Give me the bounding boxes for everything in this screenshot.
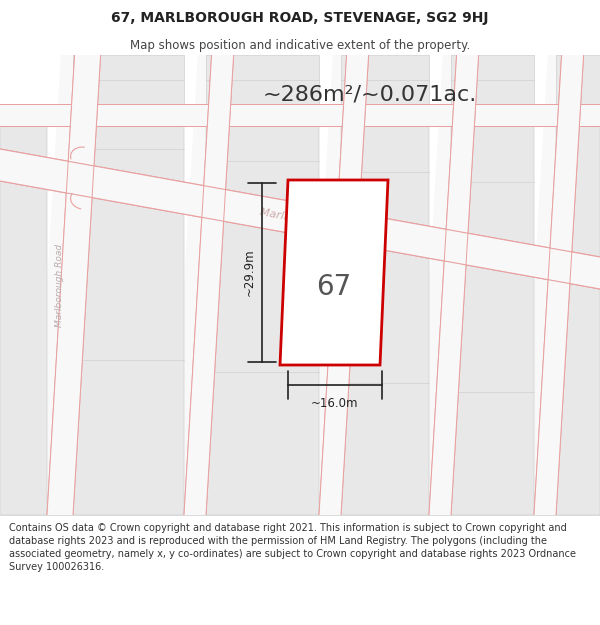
Text: 67: 67 xyxy=(316,273,352,301)
Polygon shape xyxy=(556,281,600,515)
Text: Marlborough Road: Marlborough Road xyxy=(259,207,361,235)
Text: ~29.9m: ~29.9m xyxy=(243,249,256,296)
Text: Map shows position and indicative extent of the property.: Map shows position and indicative extent… xyxy=(130,39,470,51)
Polygon shape xyxy=(429,55,479,515)
Polygon shape xyxy=(0,126,47,158)
Polygon shape xyxy=(0,149,600,289)
Text: ~16.0m: ~16.0m xyxy=(311,397,359,410)
Polygon shape xyxy=(206,218,319,515)
Polygon shape xyxy=(0,104,600,126)
Polygon shape xyxy=(341,126,429,226)
Polygon shape xyxy=(415,55,465,515)
Polygon shape xyxy=(0,104,600,126)
Polygon shape xyxy=(184,55,233,515)
Polygon shape xyxy=(451,55,534,104)
Polygon shape xyxy=(451,126,534,245)
Polygon shape xyxy=(556,55,600,104)
Polygon shape xyxy=(0,149,600,289)
Polygon shape xyxy=(206,126,319,206)
Text: 67, MARLBOROUGH ROAD, STEVENAGE, SG2 9HJ: 67, MARLBOROUGH ROAD, STEVENAGE, SG2 9HJ xyxy=(111,11,489,25)
Polygon shape xyxy=(206,55,319,104)
Polygon shape xyxy=(319,55,368,515)
Text: Marlborough Road: Marlborough Road xyxy=(56,243,65,326)
Polygon shape xyxy=(280,180,388,365)
Polygon shape xyxy=(534,55,584,515)
Polygon shape xyxy=(47,55,101,515)
Text: Contains OS data © Crown copyright and database right 2021. This information is : Contains OS data © Crown copyright and d… xyxy=(9,522,576,572)
Polygon shape xyxy=(451,262,534,515)
Polygon shape xyxy=(73,194,184,515)
Polygon shape xyxy=(520,55,570,515)
Polygon shape xyxy=(305,55,355,515)
Text: ~286m²/~0.071ac.: ~286m²/~0.071ac. xyxy=(263,85,477,105)
Polygon shape xyxy=(73,55,184,104)
Polygon shape xyxy=(0,181,47,515)
Polygon shape xyxy=(73,126,184,182)
Polygon shape xyxy=(341,55,429,104)
Polygon shape xyxy=(170,55,220,515)
Polygon shape xyxy=(556,126,600,257)
Polygon shape xyxy=(33,55,87,515)
Polygon shape xyxy=(341,242,429,515)
